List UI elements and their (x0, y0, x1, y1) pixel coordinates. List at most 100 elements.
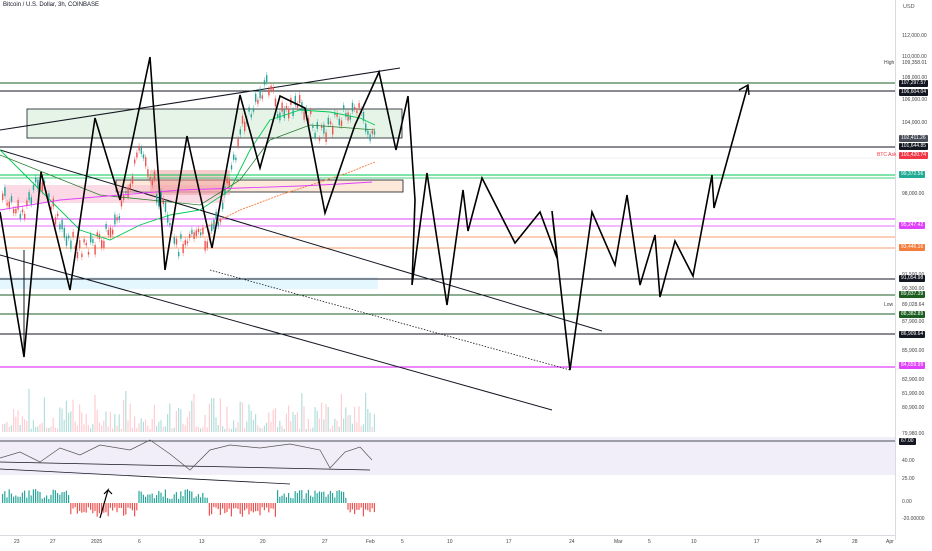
oscillator-bar (343, 491, 345, 503)
oscillator-bar (37, 491, 39, 503)
volume-bar (343, 418, 345, 432)
oscillator-bar (288, 492, 290, 503)
oscillator-bar (118, 503, 120, 508)
oscillator-bar (105, 503, 107, 513)
candle-body (233, 154, 235, 160)
candle-body (354, 107, 356, 110)
volume-bar (334, 418, 336, 432)
volume-bar (307, 418, 309, 432)
oscillator-bar (96, 503, 98, 517)
oscillator-bar (30, 495, 32, 503)
candle-body (248, 107, 250, 112)
candle-body (340, 120, 343, 127)
volume-bar (239, 401, 241, 432)
oscillator-bar (362, 503, 364, 517)
volume-bar (8, 426, 10, 432)
volume-bar (131, 427, 133, 432)
candle-body (17, 200, 19, 210)
oscillator-bar (74, 503, 76, 508)
oscillator-bar (2, 493, 4, 503)
candle-body (142, 154, 145, 159)
volume-bar (250, 410, 252, 432)
volume-bar (277, 427, 279, 432)
candle-body (184, 240, 186, 245)
candle-body (15, 208, 17, 214)
volume-bar (329, 428, 331, 432)
oscillator-bar (116, 503, 118, 513)
time-label: 5 (401, 539, 404, 545)
oscillator-arrow (99, 487, 113, 519)
candle-body (140, 147, 142, 154)
candle-body (371, 130, 373, 134)
candle-body (26, 200, 28, 207)
time-axis[interactable] (0, 535, 895, 551)
oscillator-bar (217, 503, 219, 510)
volume-bar (114, 414, 116, 432)
oscillator-bar (107, 503, 109, 517)
oscillator-bar (369, 503, 371, 513)
candle-body (211, 223, 213, 232)
oscillator-bar (294, 491, 296, 503)
candle-body (217, 222, 219, 227)
time-label: Feb (366, 539, 375, 545)
volume-bar (90, 428, 92, 432)
oscillator-bar (371, 503, 373, 509)
candle-body (358, 103, 360, 108)
candle-body (237, 138, 239, 147)
oscillator-bar (244, 503, 246, 511)
volume-bar (347, 415, 349, 432)
oscillator-bar (195, 496, 197, 503)
volume-bar (30, 428, 32, 432)
oscillator-bar (125, 503, 127, 515)
oscillator-bar (263, 503, 265, 511)
candle-body (296, 103, 299, 108)
oscillator-bar (180, 491, 182, 503)
volume-bar (125, 391, 127, 432)
volume-bar (101, 425, 103, 432)
oscillator-bar (147, 494, 149, 503)
volume-bar (303, 406, 305, 432)
volume-bar (160, 419, 162, 432)
oscillator-bar (178, 498, 180, 503)
candle-body (8, 201, 10, 208)
time-label: 2025 (91, 539, 103, 545)
oscillator-bar (112, 503, 114, 511)
volume-bar (184, 425, 186, 432)
volume-bar (314, 407, 316, 432)
volume-bars (2, 388, 375, 432)
volume-bar (175, 411, 177, 432)
oscillator-bar (301, 490, 303, 503)
oscillator-bar (10, 493, 12, 503)
candle-body (90, 234, 92, 243)
volume-bar (215, 417, 217, 432)
projection-path (0, 56, 749, 371)
volume-bar (162, 426, 164, 432)
oscillator-bar (4, 491, 6, 503)
candle-body (294, 95, 296, 106)
oscillator-bar (279, 496, 281, 503)
volume-bar (356, 422, 358, 432)
candle-body (266, 75, 268, 83)
candle-body (268, 89, 270, 96)
volume-bar (68, 412, 70, 432)
candle-body (215, 211, 217, 219)
price-badge: 101,420.74 (899, 152, 929, 159)
volume-bar (325, 404, 327, 432)
price-tick: 79,980.00 (902, 431, 925, 437)
volume-bar (266, 422, 268, 432)
oscillator-bar (21, 492, 23, 503)
price-chart-svg[interactable] (0, 0, 895, 540)
oscillator-bar (318, 491, 320, 503)
oscillator-bar (248, 503, 250, 515)
candle-body (178, 251, 180, 257)
oscillator-bar (356, 503, 358, 510)
volume-bar (41, 422, 43, 432)
rsi-line (0, 439, 373, 471)
chart-canvas[interactable] (0, 0, 895, 540)
price-tick: 80,900.00 (902, 405, 925, 411)
volume-bar (37, 426, 39, 432)
volume-bar (235, 427, 237, 432)
oscillator-bar (191, 491, 193, 503)
volume-bar (365, 392, 367, 432)
oscillator-bar (325, 496, 327, 503)
